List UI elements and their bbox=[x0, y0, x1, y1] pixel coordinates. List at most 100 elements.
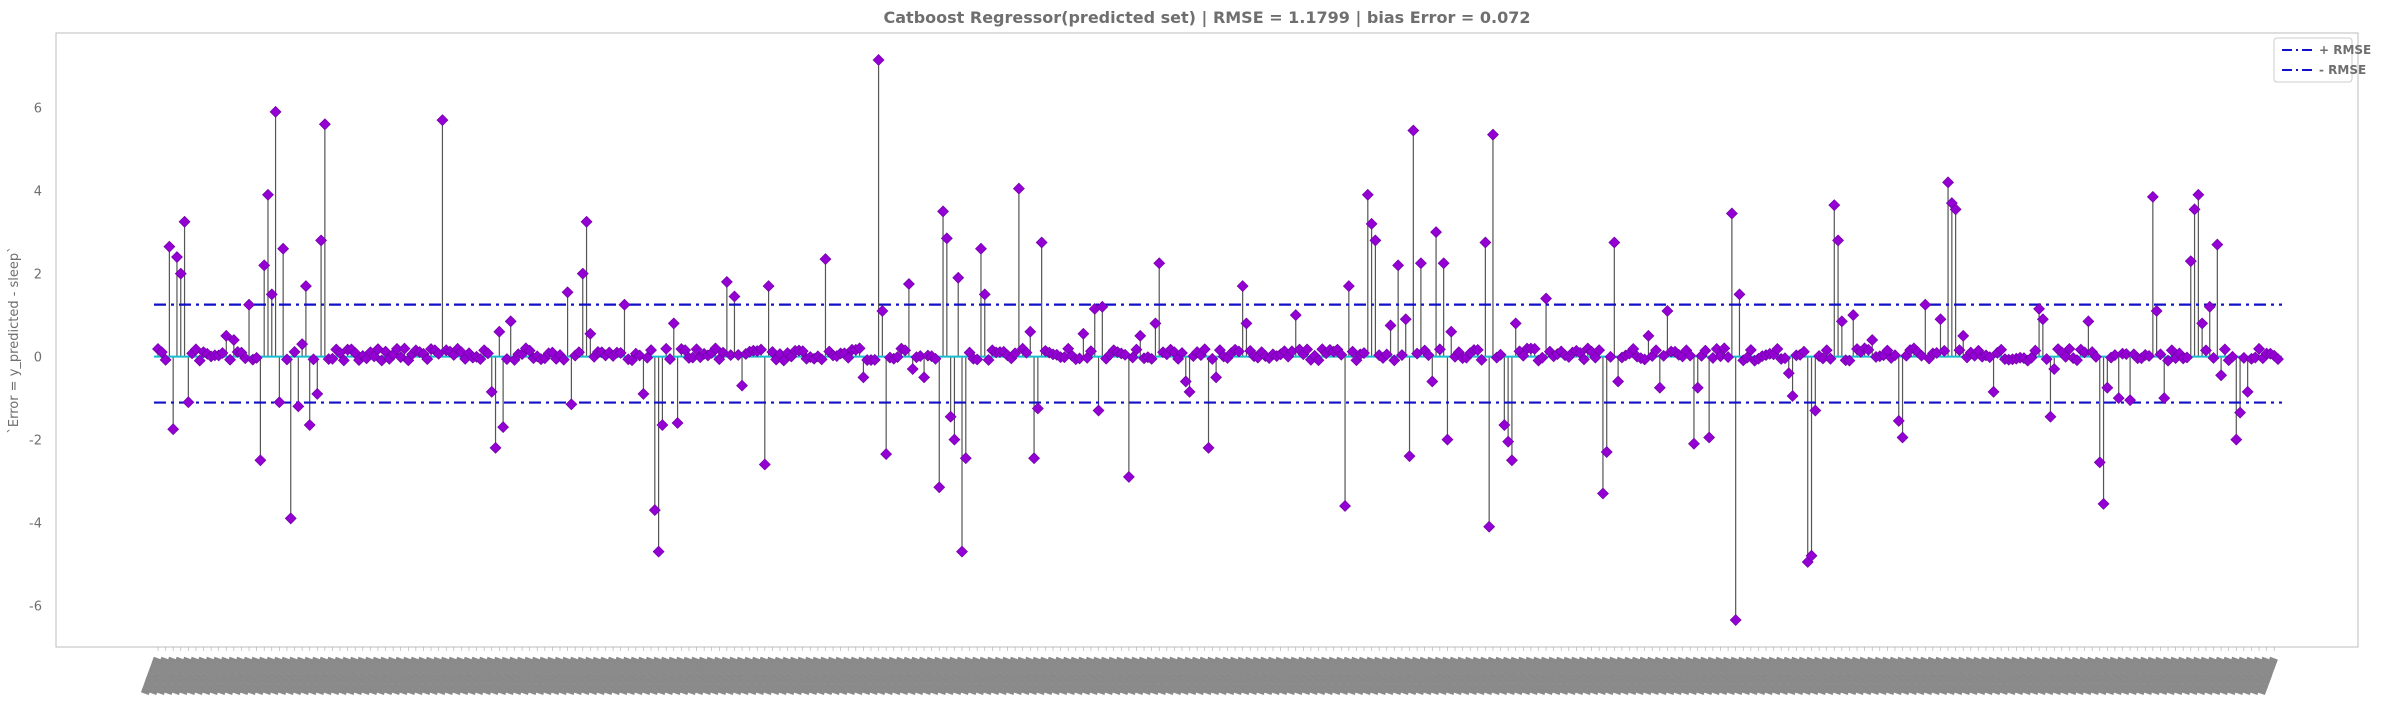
data-point bbox=[1578, 353, 1590, 366]
y-tick-labels: -6 -4 -2 0 2 4 6 bbox=[29, 102, 42, 615]
data-point bbox=[717, 346, 730, 359]
data-point bbox=[1805, 549, 1818, 562]
x-tick-labels: ████████████████████████████████████████… bbox=[140, 647, 2278, 696]
data-point bbox=[1206, 352, 1219, 365]
data-point bbox=[1892, 414, 1905, 427]
data-point bbox=[2082, 315, 2095, 328]
data-point bbox=[2124, 394, 2137, 407]
data-point bbox=[1433, 343, 1446, 356]
data-point bbox=[190, 343, 202, 356]
data-point bbox=[493, 325, 506, 338]
data-point bbox=[1388, 354, 1401, 367]
data-point bbox=[1699, 344, 1712, 357]
data-point bbox=[1085, 345, 1097, 358]
data-point bbox=[398, 342, 411, 355]
data-point bbox=[853, 342, 866, 355]
data-point bbox=[159, 353, 172, 366]
data-point bbox=[1020, 346, 1033, 359]
data-point bbox=[1475, 353, 1488, 366]
data-point bbox=[1509, 317, 1522, 330]
data-point bbox=[891, 351, 904, 363]
data-point bbox=[929, 352, 942, 365]
data-point bbox=[1380, 348, 1393, 361]
data-point bbox=[1422, 349, 1435, 362]
data-point bbox=[436, 114, 449, 127]
data-point bbox=[1843, 354, 1856, 367]
data-point bbox=[220, 329, 233, 342]
data-point bbox=[1995, 343, 2008, 356]
data-point bbox=[482, 347, 494, 360]
data-point bbox=[1642, 329, 1655, 342]
data-point bbox=[2063, 343, 2076, 355]
data-point bbox=[736, 379, 748, 392]
data-point bbox=[1919, 298, 1932, 311]
data-point bbox=[1627, 343, 1640, 355]
data-point bbox=[1896, 431, 1909, 444]
data-point bbox=[2203, 300, 2216, 313]
data-point bbox=[978, 288, 991, 301]
data-point bbox=[1782, 367, 1795, 380]
data-point bbox=[2071, 354, 2083, 367]
data-point bbox=[1240, 317, 1253, 330]
data-point bbox=[918, 371, 931, 384]
data-point bbox=[1987, 385, 2000, 398]
data-point bbox=[1505, 454, 1518, 467]
data-point bbox=[1779, 352, 1791, 365]
data-point bbox=[637, 388, 650, 400]
data-point bbox=[1403, 450, 1416, 463]
data-point bbox=[2253, 342, 2265, 355]
data-point bbox=[2237, 351, 2250, 364]
data-point bbox=[1661, 305, 1674, 317]
data-point bbox=[819, 253, 832, 266]
data-point bbox=[1471, 344, 1484, 356]
data-point bbox=[227, 334, 240, 346]
data-point bbox=[690, 343, 703, 356]
data-point bbox=[269, 105, 282, 118]
data-point bbox=[565, 398, 578, 411]
data-point bbox=[948, 433, 961, 446]
data-point bbox=[2234, 406, 2247, 419]
legend-label-plus-rmse: + RMSE bbox=[2319, 43, 2371, 57]
data-point bbox=[1179, 375, 1192, 388]
data-point bbox=[1938, 344, 1951, 357]
data-point bbox=[2112, 392, 2125, 405]
data-point bbox=[1744, 344, 1757, 356]
data-point bbox=[1688, 437, 1700, 450]
data-point bbox=[1597, 487, 1609, 500]
data-point bbox=[163, 240, 176, 253]
data-point bbox=[193, 354, 206, 367]
data-point bbox=[933, 481, 946, 494]
data-point bbox=[1540, 292, 1552, 305]
data-point bbox=[868, 353, 881, 366]
data-point bbox=[1130, 343, 1143, 356]
data-point bbox=[656, 419, 669, 431]
data-point bbox=[975, 242, 987, 255]
y-tick-label: -6 bbox=[29, 600, 42, 615]
data-point bbox=[982, 354, 995, 366]
data-point bbox=[1600, 446, 1613, 458]
data-point bbox=[576, 267, 589, 280]
data-point bbox=[1725, 207, 1738, 220]
data-point bbox=[2154, 348, 2167, 361]
data-point bbox=[1369, 234, 1382, 247]
data-point bbox=[1953, 344, 1966, 357]
y-tick-label: 2 bbox=[34, 268, 42, 283]
data-point bbox=[2241, 385, 2254, 398]
data-point bbox=[573, 346, 585, 359]
data-point bbox=[906, 363, 919, 375]
data-point bbox=[1718, 342, 1731, 355]
data-point bbox=[1149, 317, 1162, 330]
data-point bbox=[265, 288, 278, 301]
data-point bbox=[1134, 329, 1147, 342]
data-point bbox=[959, 452, 972, 465]
data-point bbox=[1536, 351, 1549, 364]
data-point bbox=[315, 234, 328, 247]
data-point bbox=[239, 352, 252, 365]
data-point bbox=[1153, 257, 1166, 270]
data-point bbox=[1384, 319, 1397, 332]
chart-title: Catboost Regressor(predicted set) | RMSE… bbox=[884, 8, 1531, 28]
data-point bbox=[1798, 345, 1810, 358]
data-point bbox=[500, 353, 513, 366]
data-point bbox=[2192, 188, 2205, 201]
